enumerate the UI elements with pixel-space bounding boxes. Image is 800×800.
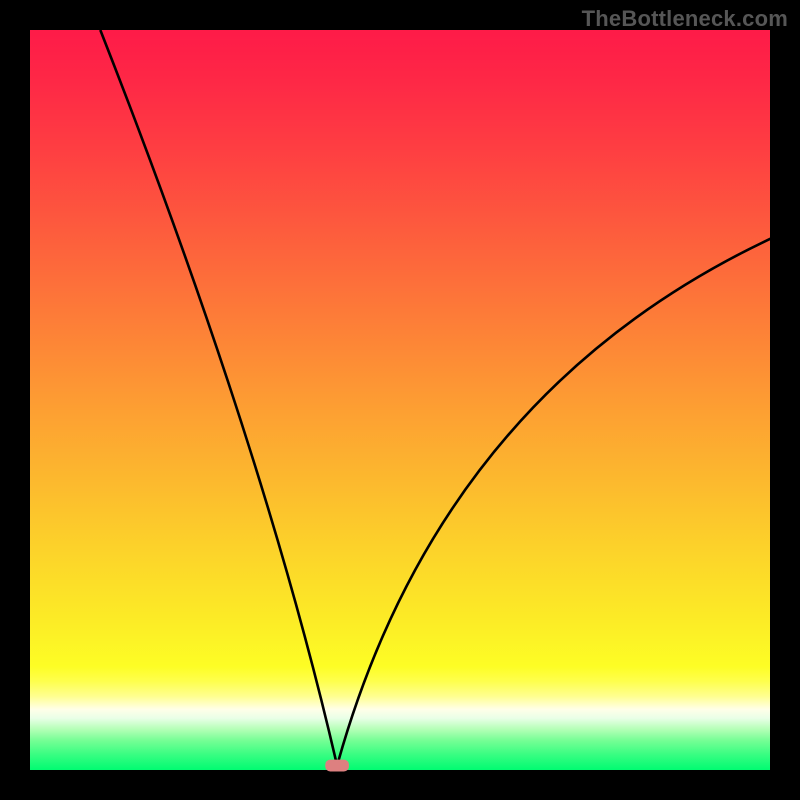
watermark-text: TheBottleneck.com: [582, 6, 788, 32]
chart-frame: TheBottleneck.com: [0, 0, 800, 800]
minimum-marker: [325, 760, 349, 772]
chart-svg: [0, 0, 800, 800]
plot-background: [30, 30, 770, 770]
